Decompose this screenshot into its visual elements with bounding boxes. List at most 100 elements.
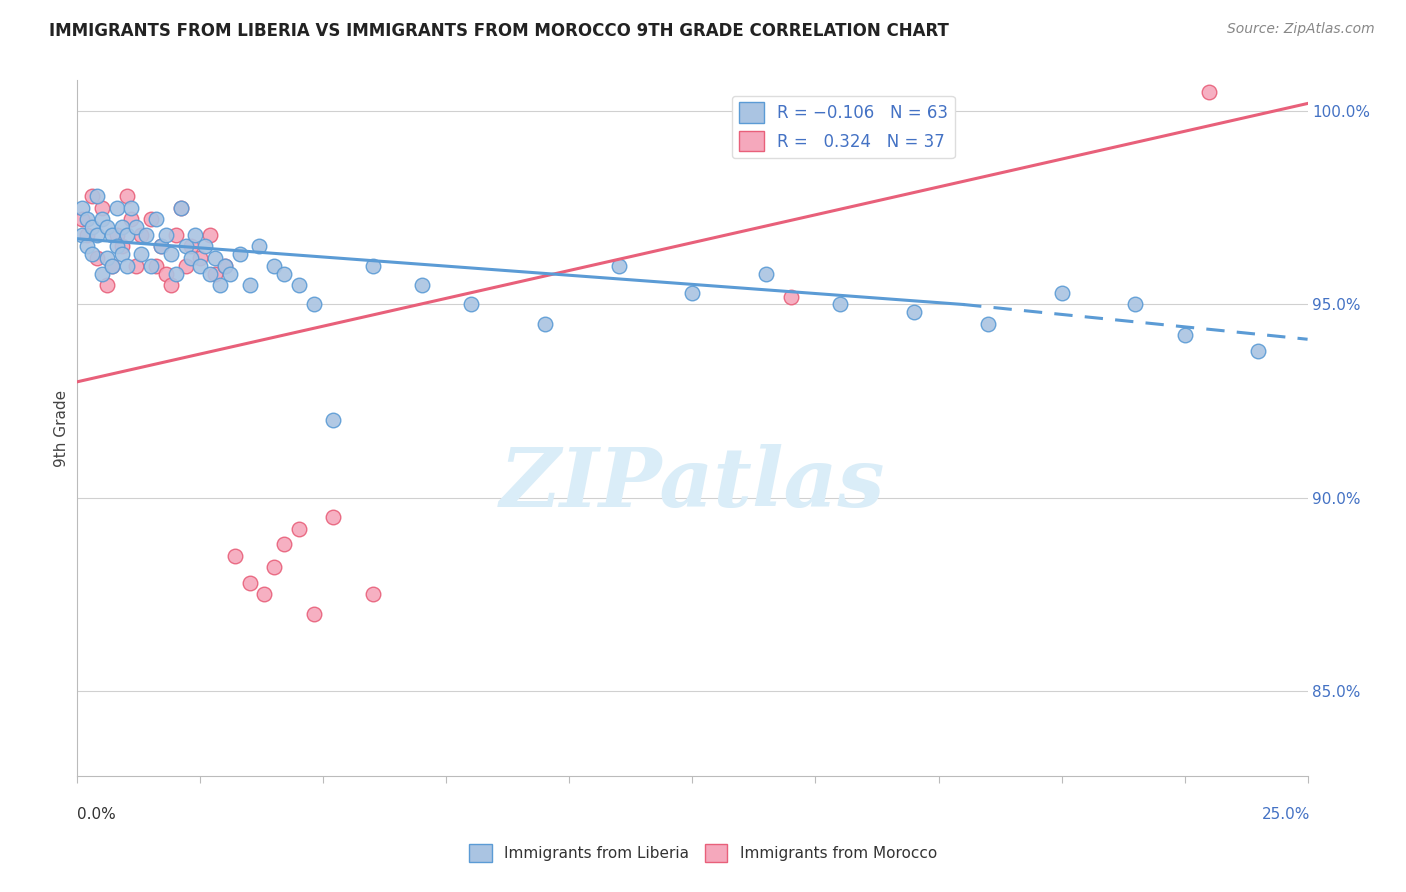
- Point: [190, 259, 212, 273]
- Point: [82, 189, 104, 203]
- Point: [322, 413, 344, 427]
- Point: [121, 212, 143, 227]
- Point: [214, 259, 236, 273]
- Point: [263, 259, 285, 273]
- Point: [200, 227, 222, 242]
- Point: [165, 227, 187, 242]
- Point: [1174, 328, 1197, 343]
- Point: [96, 251, 118, 265]
- Point: [115, 259, 138, 273]
- Point: [780, 290, 803, 304]
- Point: [977, 317, 1000, 331]
- Point: [70, 212, 93, 227]
- Point: [101, 227, 124, 242]
- Point: [361, 259, 384, 273]
- Point: [135, 227, 157, 242]
- Point: [150, 239, 173, 253]
- Point: [460, 297, 482, 311]
- Point: [209, 278, 232, 293]
- Point: [105, 239, 128, 253]
- Point: [180, 239, 202, 253]
- Point: [174, 259, 197, 273]
- Legend: R = −0.106   N = 63, R =   0.324   N = 37: R = −0.106 N = 63, R = 0.324 N = 37: [733, 95, 955, 158]
- Point: [239, 575, 262, 590]
- Point: [76, 239, 98, 253]
- Point: [111, 239, 132, 253]
- Point: [155, 227, 177, 242]
- Point: [105, 201, 128, 215]
- Point: [145, 259, 167, 273]
- Point: [180, 251, 202, 265]
- Point: [607, 259, 630, 273]
- Point: [194, 239, 217, 253]
- Point: [160, 247, 183, 261]
- Point: [224, 549, 246, 563]
- Point: [170, 201, 193, 215]
- Point: [90, 212, 114, 227]
- Point: [830, 297, 852, 311]
- Point: [288, 278, 311, 293]
- Point: [302, 297, 325, 311]
- Point: [111, 220, 132, 235]
- Text: ZIPatlas: ZIPatlas: [499, 444, 886, 524]
- Text: Source: ZipAtlas.com: Source: ZipAtlas.com: [1227, 22, 1375, 37]
- Point: [165, 267, 187, 281]
- Point: [70, 201, 93, 215]
- Point: [145, 212, 167, 227]
- Text: 25.0%: 25.0%: [1263, 807, 1310, 822]
- Point: [273, 537, 295, 551]
- Point: [86, 189, 108, 203]
- Point: [76, 212, 98, 227]
- Point: [82, 247, 104, 261]
- Point: [125, 259, 148, 273]
- Point: [111, 247, 132, 261]
- Point: [121, 201, 143, 215]
- Point: [174, 239, 197, 253]
- Point: [82, 220, 104, 235]
- Point: [184, 227, 207, 242]
- Point: [263, 560, 285, 574]
- Point: [239, 278, 262, 293]
- Point: [204, 251, 226, 265]
- Point: [302, 607, 325, 621]
- Point: [288, 522, 311, 536]
- Point: [160, 278, 183, 293]
- Point: [96, 278, 118, 293]
- Point: [229, 247, 252, 261]
- Point: [214, 259, 236, 273]
- Point: [1198, 85, 1220, 99]
- Point: [200, 267, 222, 281]
- Point: [253, 587, 276, 601]
- Point: [322, 510, 344, 524]
- Point: [131, 227, 153, 242]
- Point: [755, 267, 778, 281]
- Point: [361, 587, 384, 601]
- Point: [105, 227, 128, 242]
- Point: [115, 227, 138, 242]
- Point: [90, 267, 114, 281]
- Point: [115, 189, 138, 203]
- Point: [411, 278, 433, 293]
- Point: [1247, 343, 1270, 358]
- Point: [682, 285, 704, 300]
- Text: 0.0%: 0.0%: [77, 807, 117, 822]
- Point: [204, 267, 226, 281]
- Y-axis label: 9th Grade: 9th Grade: [53, 390, 69, 467]
- Point: [131, 247, 153, 261]
- Point: [101, 259, 124, 273]
- Point: [1125, 297, 1147, 311]
- Point: [141, 212, 163, 227]
- Point: [141, 259, 163, 273]
- Point: [96, 220, 118, 235]
- Point: [70, 227, 93, 242]
- Legend: Immigrants from Liberia, Immigrants from Morocco: Immigrants from Liberia, Immigrants from…: [463, 838, 943, 868]
- Point: [273, 267, 295, 281]
- Point: [903, 305, 925, 319]
- Point: [190, 251, 212, 265]
- Point: [90, 201, 114, 215]
- Point: [86, 227, 108, 242]
- Point: [150, 239, 173, 253]
- Point: [170, 201, 193, 215]
- Point: [101, 259, 124, 273]
- Point: [219, 267, 242, 281]
